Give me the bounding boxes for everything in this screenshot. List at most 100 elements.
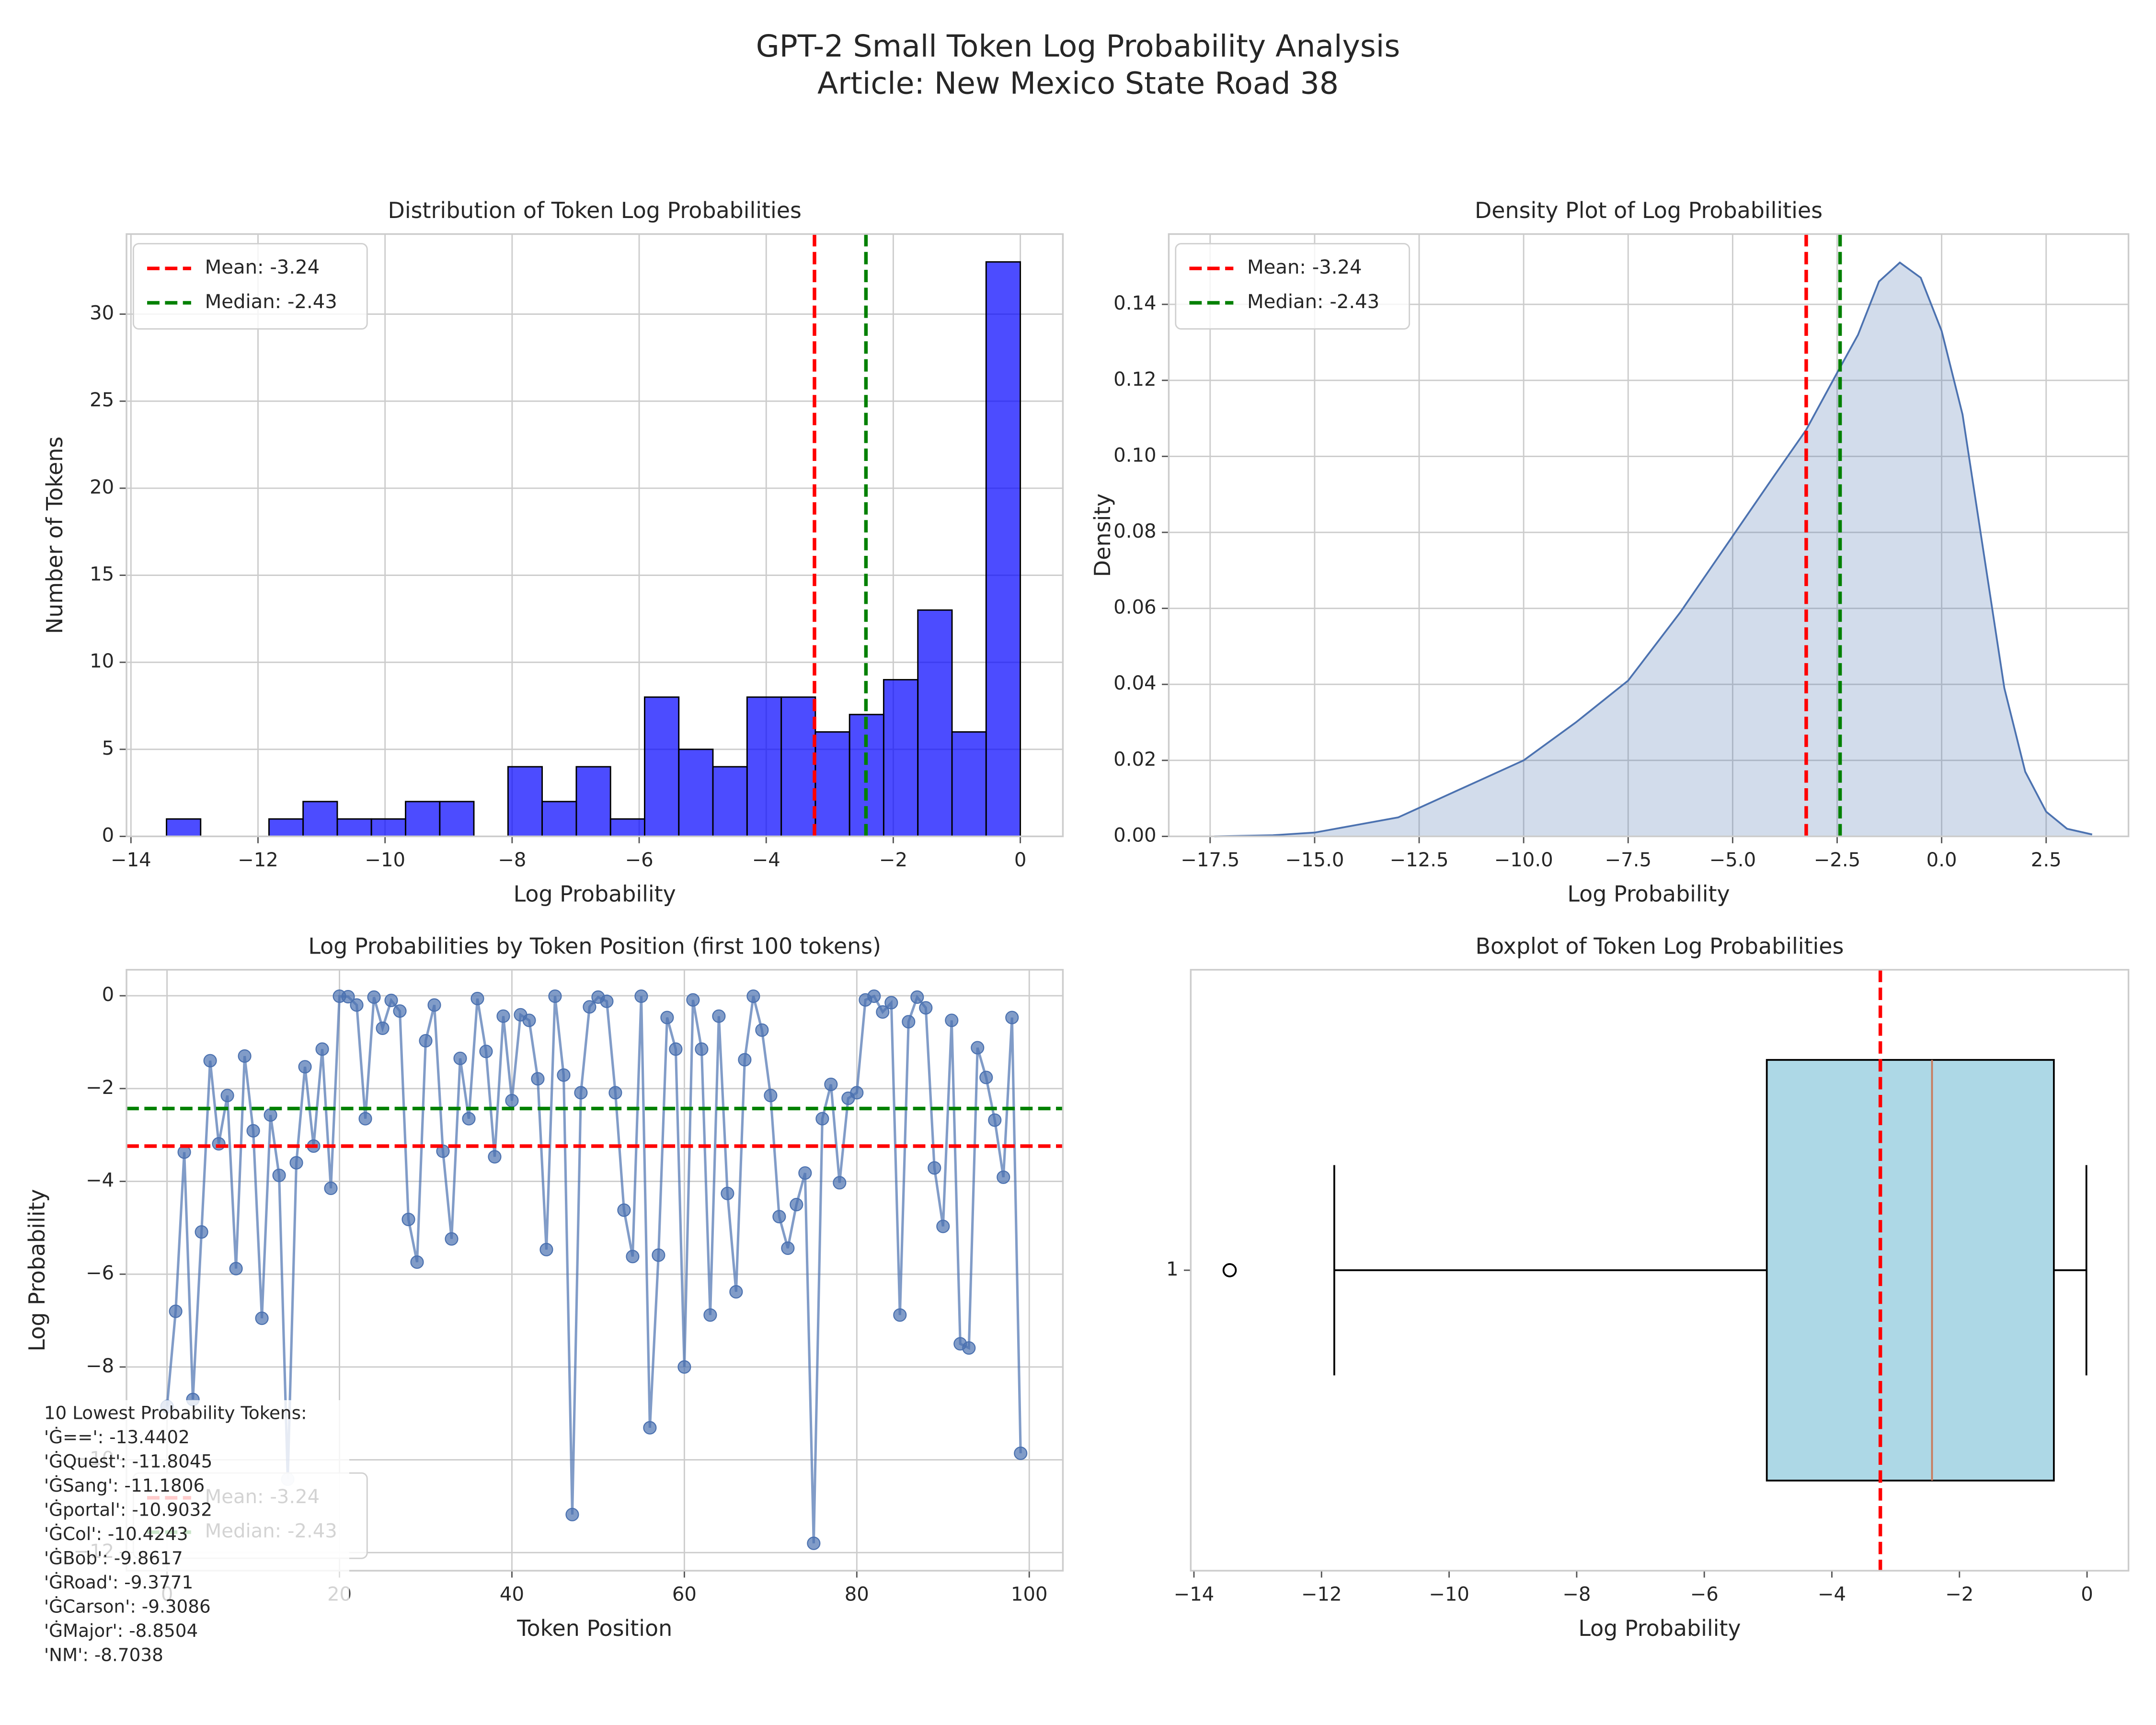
x-tick-label: 0 [2081, 1584, 2093, 1606]
chart-title: Distribution of Token Log Probabilities [388, 197, 801, 223]
bar [575, 766, 611, 837]
point [401, 1212, 415, 1226]
annotation-line: 'ĠMajor': -8.8504 [44, 1620, 198, 1641]
x-axis-label: Token Position [516, 1615, 672, 1641]
legend-box [132, 243, 368, 330]
point [660, 1011, 674, 1024]
point [608, 1086, 622, 1100]
point [712, 1009, 726, 1023]
bar [166, 818, 202, 837]
x-tick-label: 100 [1011, 1584, 1048, 1606]
point [410, 1255, 424, 1269]
point [358, 1112, 372, 1126]
point [686, 993, 700, 1007]
y-tick-label: −8 [86, 1355, 114, 1377]
point [531, 1072, 545, 1086]
bar [917, 609, 953, 837]
x-tick-label: −6 [625, 849, 653, 871]
x-tick-label: −14 [1174, 1584, 1215, 1606]
chart-title: Boxplot of Token Log Probabilities [1475, 933, 1844, 959]
density-area [1214, 262, 2092, 837]
x-tick-label: 0.0 [1927, 849, 1957, 871]
y-tick-label: 0.14 [1113, 292, 1156, 314]
point [772, 1210, 786, 1224]
point [919, 1001, 933, 1015]
chart-title: Density Plot of Log Probabilities [1475, 197, 1823, 223]
y-axis-label: Log Probability [24, 1189, 50, 1351]
bar [370, 818, 406, 837]
outlier [1222, 1263, 1237, 1277]
legend-label: Median: -2.43 [1247, 291, 1379, 313]
point [781, 1241, 795, 1255]
bar [951, 731, 987, 837]
point [574, 1086, 588, 1100]
point [815, 1112, 829, 1126]
point [453, 1051, 467, 1065]
point [565, 1507, 579, 1521]
y-axis-label: Number of Tokens [42, 437, 68, 634]
y-tick-label: 10 [90, 650, 114, 672]
point [220, 1089, 234, 1103]
x-tick-label: 40 [500, 1584, 524, 1606]
x-tick-label: −2.5 [1814, 849, 1861, 871]
point [807, 1536, 821, 1550]
point [324, 1181, 338, 1196]
y-tick-label: 0.06 [1113, 597, 1156, 619]
point [341, 989, 355, 1004]
point [505, 1093, 519, 1108]
annotation-line: 'Ġ==': -13.4402 [44, 1426, 190, 1448]
point [255, 1311, 269, 1325]
point [902, 1015, 916, 1029]
y-tick-label: 15 [90, 564, 114, 586]
point [790, 1197, 803, 1211]
chart-title: Log Probabilities by Token Position (fir… [308, 933, 881, 959]
point [833, 1176, 847, 1190]
point [315, 1042, 329, 1056]
y-tick-label: 0.08 [1113, 520, 1156, 542]
figure-subtitle: Article: New Mexico State Road 38 [817, 66, 1339, 101]
point [470, 991, 484, 1005]
x-tick-label: −12 [238, 849, 278, 871]
bar [780, 696, 816, 837]
point [979, 1070, 993, 1084]
x-tick-label: −12 [1301, 1584, 1342, 1606]
legend-label: Mean: -3.24 [205, 256, 320, 278]
bar [439, 801, 475, 837]
panel: −14 −12 −10 −8 −6 −4 −2 0 1 Boxplot of Token Log … [1166, 933, 2130, 1641]
y-tick-label: −6 [86, 1262, 114, 1284]
point [721, 1186, 734, 1200]
bar [541, 801, 577, 837]
point [393, 1004, 407, 1018]
y-tick-label: 5 [102, 737, 115, 759]
point [436, 1144, 450, 1158]
point [600, 994, 614, 1008]
point [652, 1248, 665, 1262]
point [376, 1021, 390, 1035]
bar [985, 261, 1021, 837]
annotation-line: 'ĠSang': -11.1806 [44, 1475, 205, 1496]
point [272, 1168, 286, 1182]
point [764, 1089, 778, 1103]
point [384, 993, 398, 1007]
point [548, 989, 562, 1003]
x-tick-label: −10 [365, 849, 405, 871]
point [298, 1060, 312, 1074]
x-axis-label: Log Probability [1578, 1615, 1741, 1641]
y-tick-label: 30 [90, 302, 114, 324]
bar [746, 696, 782, 837]
axes-frame [1190, 969, 2130, 1572]
axes-frame [126, 969, 1064, 1572]
bar [507, 766, 543, 837]
y-tick-label: 25 [90, 389, 114, 411]
point [479, 1045, 493, 1058]
density-line [1214, 261, 2093, 838]
annotation-line: 'ĠCarson': -9.3086 [44, 1596, 211, 1617]
x-tick-label: −15.0 [1285, 849, 1344, 871]
point [893, 1308, 907, 1322]
y-axis-label: Density [1089, 494, 1115, 577]
annotation-line: 'NM': -8.7038 [44, 1644, 163, 1666]
point [462, 1112, 476, 1126]
point [936, 1219, 950, 1233]
point [1014, 1446, 1028, 1460]
